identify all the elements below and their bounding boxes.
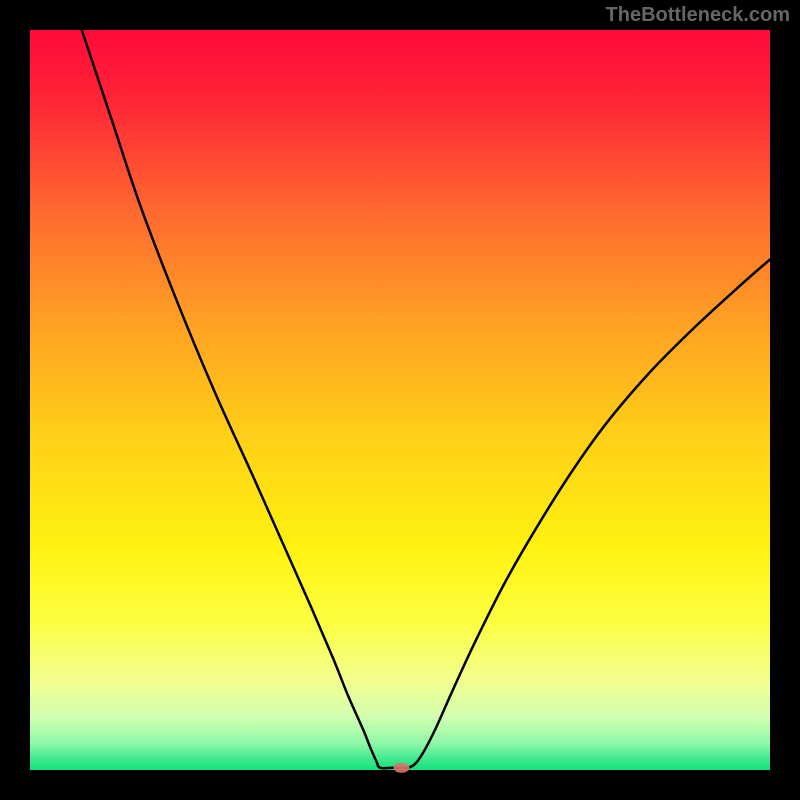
chart-gradient-background: [30, 30, 770, 770]
bottleneck-chart: TheBottleneck.com: [0, 0, 800, 800]
target-marker: [393, 763, 409, 773]
chart-canvas: [0, 0, 800, 800]
watermark-text: TheBottleneck.com: [606, 4, 790, 27]
